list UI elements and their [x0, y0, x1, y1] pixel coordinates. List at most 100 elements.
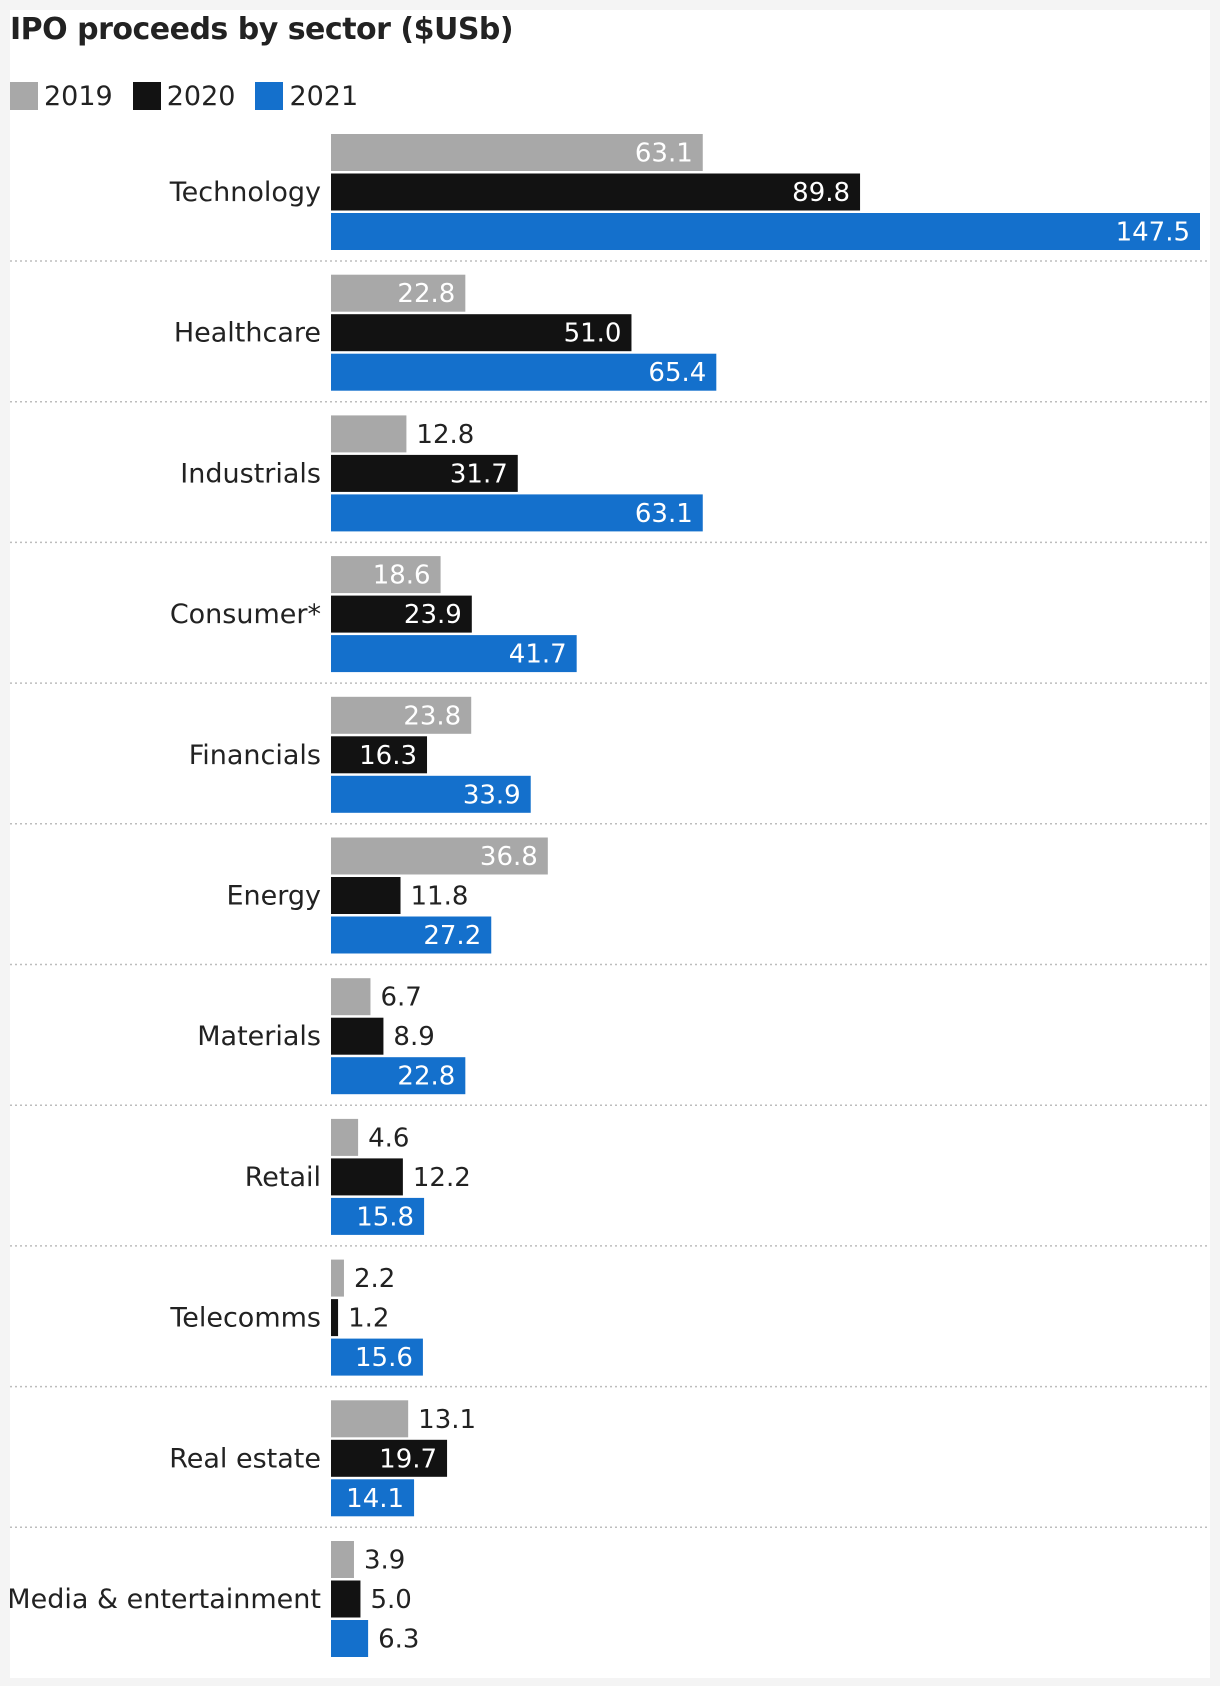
category-label-materials: Materials	[197, 1021, 321, 1052]
category-group-energy: Energy 36.8 11.8 27.2	[226, 837, 548, 954]
category-label-telecomms: Telecomms	[169, 1303, 321, 1334]
bar-2020-real-estate	[331, 1439, 448, 1477]
legend-label-2021: 2021	[289, 80, 359, 112]
category-group-telecomms: Telecomms 2.2 1.2 15.6	[169, 1259, 423, 1376]
bar-2021-materials	[331, 1057, 466, 1095]
chart-legend: 2019 2020 2021	[10, 76, 378, 116]
bar-2019-retail	[331, 1118, 359, 1156]
value-label-2021-telecomms: 15.6	[355, 1343, 413, 1373]
bar-2021-retail	[331, 1197, 425, 1235]
bar-2020-retail	[331, 1158, 403, 1196]
value-label-2021-media-entertainment: 6.3	[378, 1625, 419, 1655]
value-label-2021-industrials: 63.1	[635, 499, 693, 529]
legend-label-2020: 2020	[166, 80, 236, 112]
value-label-2019-media-entertainment: 3.9	[364, 1546, 405, 1576]
category-label-media-entertainment: Media & entertainment	[10, 1584, 321, 1615]
bar-2020-media-entertainment	[331, 1580, 361, 1618]
category-label-consumer: Consumer*	[170, 599, 321, 630]
bar-2019-energy	[331, 837, 548, 875]
value-label-2019-materials: 6.7	[380, 983, 421, 1013]
bar-2020-industrials	[331, 454, 518, 492]
value-label-2019-financials: 23.8	[403, 701, 461, 731]
bar-2019-consumer	[331, 556, 441, 594]
category-label-industrials: Industrials	[180, 458, 321, 489]
legend-item-2021: 2021	[255, 81, 358, 112]
value-label-2019-energy: 36.8	[480, 842, 538, 872]
legend-swatch-2020	[132, 82, 161, 110]
bar-2019-healthcare	[331, 274, 466, 312]
value-label-2020-healthcare: 51.0	[564, 319, 622, 349]
value-label-2019-telecomms: 2.2	[354, 1264, 395, 1294]
category-group-healthcare: Healthcare 22.8 51.0 65.4	[174, 274, 717, 391]
bar-2021-consumer	[331, 635, 577, 673]
bar-2021-financials	[331, 775, 531, 813]
bar-2021-real-estate	[331, 1479, 415, 1517]
value-label-2021-technology: 147.5	[1116, 218, 1190, 248]
value-label-2019-real-estate: 13.1	[418, 1405, 476, 1435]
category-group-technology: Technology 63.1 89.8 147.5	[169, 134, 1200, 250]
value-label-2021-real-estate: 14.1	[346, 1484, 404, 1514]
category-label-healthcare: Healthcare	[174, 318, 321, 349]
legend-item-2019: 2019	[10, 81, 113, 112]
bar-2020-energy	[331, 877, 401, 914]
bar-2021-energy	[331, 916, 492, 954]
bar-2021-industrials	[331, 494, 703, 532]
bar-2020-financials	[331, 736, 428, 774]
value-label-2020-telecomms: 1.2	[348, 1304, 389, 1334]
category-group-industrials: Industrials 12.8 31.7 63.1	[180, 415, 703, 532]
category-label-financials: Financials	[189, 740, 321, 771]
value-label-2019-healthcare: 22.8	[397, 279, 455, 309]
value-label-2021-financials: 33.9	[463, 780, 521, 810]
category-group-consumer: Consumer* 18.6 23.9 41.7	[170, 556, 577, 673]
category-label-retail: Retail	[245, 1162, 321, 1193]
category-group-real-estate: Real estate 13.1 19.7 14.1	[169, 1400, 476, 1517]
bar-2021-media-entertainment	[331, 1620, 369, 1657]
bar-2019-technology	[331, 134, 703, 171]
bar-2019-industrials	[331, 415, 407, 453]
value-label-2020-materials: 8.9	[393, 1022, 434, 1052]
value-label-2021-energy: 27.2	[423, 921, 481, 951]
legend-swatch-2019	[10, 82, 38, 110]
value-label-2020-energy: 11.8	[411, 882, 469, 912]
value-label-2021-materials: 22.8	[397, 1062, 455, 1092]
bar-2021-healthcare	[331, 353, 717, 391]
category-group-financials: Financials 23.8 16.3 33.9	[189, 696, 531, 813]
category-label-technology: Technology	[169, 177, 321, 208]
value-label-2020-consumer: 23.9	[404, 600, 462, 630]
value-label-2019-consumer: 18.6	[373, 561, 431, 591]
legend-label-2019: 2019	[44, 80, 113, 112]
bar-chart-plot: Technology 63.1 89.8 147.5 Healthcare 22.8 51.…	[10, 134, 1210, 1657]
bar-2020-materials	[331, 1017, 384, 1055]
value-label-2021-consumer: 41.7	[509, 640, 567, 670]
bar-2019-telecomms	[331, 1259, 344, 1297]
category-label-real-estate: Real estate	[169, 1443, 321, 1474]
value-label-2019-technology: 63.1	[635, 139, 693, 169]
bar-2019-materials	[331, 978, 371, 1016]
bar-2020-consumer	[331, 595, 472, 633]
bar-2020-technology	[331, 173, 861, 211]
legend-item-2020: 2020	[132, 80, 236, 112]
bar-2019-financials	[331, 696, 472, 734]
category-label-energy: Energy	[226, 881, 321, 912]
bar-2021-telecomms	[331, 1338, 423, 1376]
bar-2019-media-entertainment	[331, 1541, 354, 1578]
value-label-2021-healthcare: 65.4	[648, 358, 706, 388]
legend-swatch-2021	[255, 82, 284, 110]
value-label-2020-retail: 12.2	[413, 1163, 471, 1193]
bar-2019-real-estate	[331, 1400, 409, 1438]
value-label-2021-retail: 15.8	[356, 1202, 414, 1232]
value-label-2020-technology: 89.8	[792, 178, 850, 208]
value-label-2019-retail: 4.6	[368, 1123, 409, 1153]
bar-2020-healthcare	[331, 314, 632, 352]
bar-2021-technology	[331, 213, 1200, 250]
category-group-materials: Materials 6.7 8.9 22.8	[197, 978, 466, 1095]
bar-2020-telecomms	[331, 1299, 339, 1337]
category-group-media-entertainment: Media & entertainment 3.9 5.0 6.3	[10, 1541, 419, 1657]
chart-card: IPO proceeds by sector ($USb) 2019 2020 …	[10, 10, 1210, 1678]
value-label-2020-financials: 16.3	[359, 741, 417, 771]
value-label-2020-real-estate: 19.7	[379, 1444, 437, 1474]
category-group-retail: Retail 4.612.2 15.8	[245, 1118, 471, 1235]
value-label-2019-industrials: 12.8	[416, 420, 474, 450]
chart-title: IPO proceeds by sector ($USb)	[10, 12, 514, 47]
value-label-2020-industrials: 31.7	[450, 459, 508, 489]
